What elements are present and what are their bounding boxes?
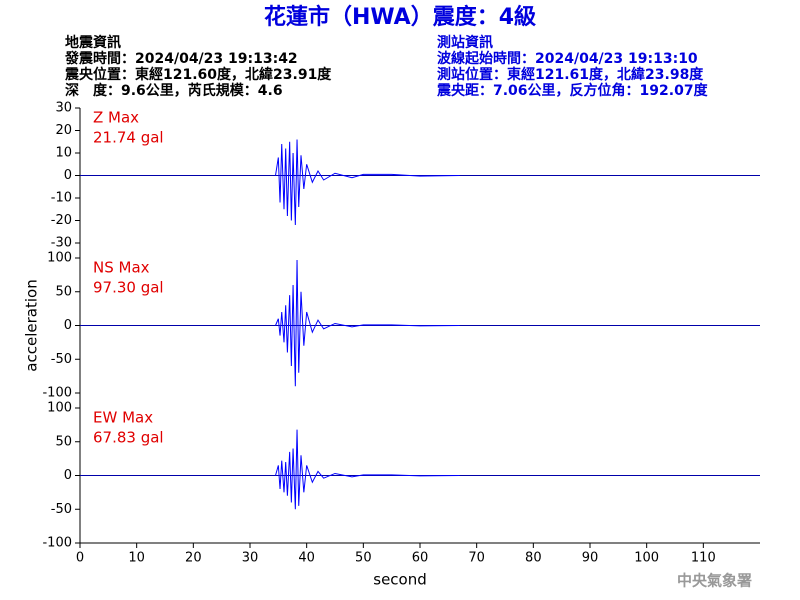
waveform [275,260,460,387]
station-line: 測站位置：東經121.61度，北緯23.98度 [437,66,704,83]
x-axis-label: second [373,571,427,589]
y-tick-label: -10 [51,191,72,206]
waveform [275,139,460,226]
x-tick-label: 30 [242,551,259,566]
x-tick-label: 20 [185,551,202,566]
info-line: 震央位置：東經121.60度，北緯23.91度 [64,66,332,83]
y-tick-label: 50 [55,434,72,449]
info-line: 深 度：9.6公里，芮氏規模：4.6 [65,82,283,99]
max-label: 97.30 gal [93,279,164,297]
y-axis-label: acceleration [23,279,41,371]
station-line: 測站資訊 [437,34,493,51]
y-tick-label: -100 [42,536,72,551]
y-tick-label: 30 [55,101,72,116]
x-tick-label: 80 [525,551,542,566]
y-tick-label: 100 [47,401,72,416]
y-tick-label: 0 [64,318,72,333]
x-tick-label: 110 [691,551,716,566]
y-tick-label: 100 [47,251,72,266]
max-label: 21.74 gal [93,129,164,147]
y-tick-label: 0 [64,468,72,483]
x-tick-label: 90 [582,551,599,566]
footer: 中央氣象署 [677,572,752,590]
max-label: 67.83 gal [93,429,164,447]
title: 花蓮市（HWA）震度：4級 [264,4,536,30]
y-tick-label: 50 [55,284,72,299]
component-label: NS Max [93,259,150,277]
x-tick-label: 60 [412,551,429,566]
y-tick-label: -30 [51,236,72,251]
y-tick-label: -100 [42,386,72,401]
y-tick-label: -20 [51,213,72,228]
waveform [275,429,460,510]
y-tick-label: 10 [55,146,72,161]
component-label: EW Max [93,409,153,427]
info-line: 地震資訊 [65,34,121,51]
x-tick-label: 50 [355,551,372,566]
y-tick-label: 0 [64,168,72,183]
station-line: 波線起始時間：2024/04/23 19:13:10 [437,50,698,67]
x-tick-label: 70 [468,551,485,566]
y-tick-label: -50 [51,502,72,517]
y-tick-label: -50 [51,352,72,367]
component-label: Z Max [93,109,139,127]
x-tick-label: 10 [128,551,145,566]
x-tick-label: 100 [634,551,659,566]
x-tick-label: 0 [76,551,84,566]
info-line: 發震時間：2024/04/23 19:13:42 [64,50,298,67]
station-line: 震央距：7.06公里，反方位角：192.07度 [436,82,709,99]
y-tick-label: 20 [55,123,72,138]
x-tick-label: 40 [298,551,315,566]
